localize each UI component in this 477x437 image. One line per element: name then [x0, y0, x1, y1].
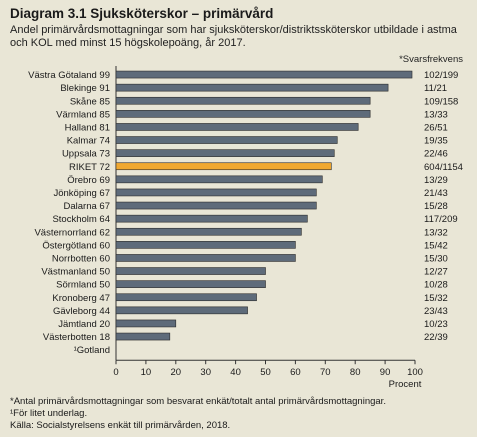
- response-rate-label: 13/29: [424, 175, 448, 186]
- category-label: Kronoberg 47: [52, 293, 110, 304]
- bar: [115, 227, 302, 236]
- x-tick-label: 0: [113, 367, 118, 378]
- response-rate-label: 15/28: [424, 201, 448, 212]
- footnote-response-rate: *Antal primärvårdsmottagningar som besva…: [10, 396, 386, 407]
- x-axis-label: Procent: [389, 379, 422, 390]
- response-rate-label: 23/43: [424, 306, 448, 317]
- x-tick-label: 50: [260, 367, 271, 378]
- response-rate-label: 22/39: [424, 332, 448, 343]
- bar: [115, 254, 296, 262]
- bar: [115, 188, 317, 197]
- bar: [115, 201, 317, 210]
- x-tick-label: 40: [230, 367, 241, 378]
- category-label: Blekinge 91: [60, 83, 110, 94]
- response-rate-label: 10/28: [424, 280, 448, 291]
- category-label: Skåne 85: [70, 96, 110, 107]
- bar: [115, 332, 171, 341]
- response-rate-label: 15/42: [424, 240, 448, 251]
- bar: [115, 96, 371, 105]
- category-label: Västerbotten 18: [43, 332, 110, 343]
- bar: [115, 214, 308, 223]
- response-rate-label: 19/35: [424, 136, 448, 147]
- category-label: Jönköping 67: [53, 188, 110, 199]
- category-label: Sörmland 50: [56, 280, 110, 291]
- response-rate-label: 12/27: [424, 267, 448, 278]
- category-label: Norrbotten 60: [52, 253, 110, 264]
- response-rate-label: 21/43: [424, 188, 448, 199]
- bar: [115, 70, 413, 79]
- category-label: Kalmar 74: [67, 136, 110, 147]
- response-rate-label: 15/32: [424, 293, 448, 304]
- category-label: RIKET 72: [69, 162, 110, 173]
- category-label: Gävleborg 44: [53, 306, 110, 317]
- category-label: Halland 81: [65, 122, 110, 133]
- x-tick-label: 20: [171, 367, 182, 378]
- bar: [115, 149, 335, 157]
- category-label: Stockholm 64: [52, 214, 110, 225]
- response-rate-label: 13/33: [424, 109, 448, 120]
- bar: [115, 306, 248, 315]
- x-tick-label: 30: [200, 367, 211, 378]
- response-rate-label: 109/158: [424, 96, 458, 107]
- response-rate-label: 102/199: [424, 70, 458, 81]
- bar: [115, 267, 266, 275]
- category-label: Jämtland 20: [58, 319, 110, 330]
- bar-highlight: [115, 162, 332, 171]
- bar: [115, 175, 323, 184]
- response-rate-label: 11/21: [424, 83, 447, 94]
- footnotes: *Antal primärvårdsmottagningar som besva…: [10, 396, 470, 432]
- bar: [115, 123, 359, 131]
- footnote-source: Källa: Socialstyrelsens enkät till primä…: [10, 420, 231, 431]
- response-rate-label: 117/209: [424, 214, 458, 225]
- bar: [115, 293, 257, 302]
- category-label: Västernorrland 62: [34, 227, 110, 238]
- chart-subtitle: Andel primärvårdsmottagningar som har sj…: [10, 24, 457, 49]
- response-rate-label: 10/23: [424, 319, 448, 330]
- x-tick-label: 100: [407, 367, 423, 378]
- bar: [115, 136, 338, 144]
- category-label: Uppsala 73: [62, 149, 110, 160]
- bar: [115, 319, 177, 328]
- response-rate-label: 604/1154: [424, 162, 463, 173]
- bar: [115, 280, 266, 288]
- response-rate-label: 13/32: [424, 227, 448, 238]
- category-label: Östergötland 60: [42, 240, 110, 251]
- x-tick-label: 70: [320, 367, 331, 378]
- category-label: Dalarna 67: [64, 201, 110, 212]
- response-rate-header: *Svarsfrekvens: [399, 54, 463, 65]
- x-tick-label: 90: [380, 367, 391, 378]
- category-label: Värmland 85: [56, 109, 110, 120]
- response-rate-label: 15/30: [424, 253, 448, 264]
- category-label: Västmanland 50: [41, 267, 110, 278]
- bar: [115, 83, 389, 92]
- x-tick-label: 10: [141, 367, 152, 378]
- category-label: Västra Götaland 99: [28, 70, 110, 81]
- chart-title: Diagram 3.1 Sjuksköterskor – primärvård: [10, 6, 274, 21]
- x-tick-label: 80: [350, 367, 361, 378]
- category-label: Örebro 69: [67, 175, 110, 186]
- response-rate-label: 22/46: [424, 149, 448, 160]
- category-label: ¹Gotland: [74, 345, 110, 356]
- x-tick-label: 60: [290, 367, 301, 378]
- response-rate-label: 26/51: [424, 122, 448, 133]
- bar: [115, 110, 371, 118]
- bar: [115, 241, 296, 249]
- footnote-small-sample: ¹För litet underlag.: [10, 408, 88, 419]
